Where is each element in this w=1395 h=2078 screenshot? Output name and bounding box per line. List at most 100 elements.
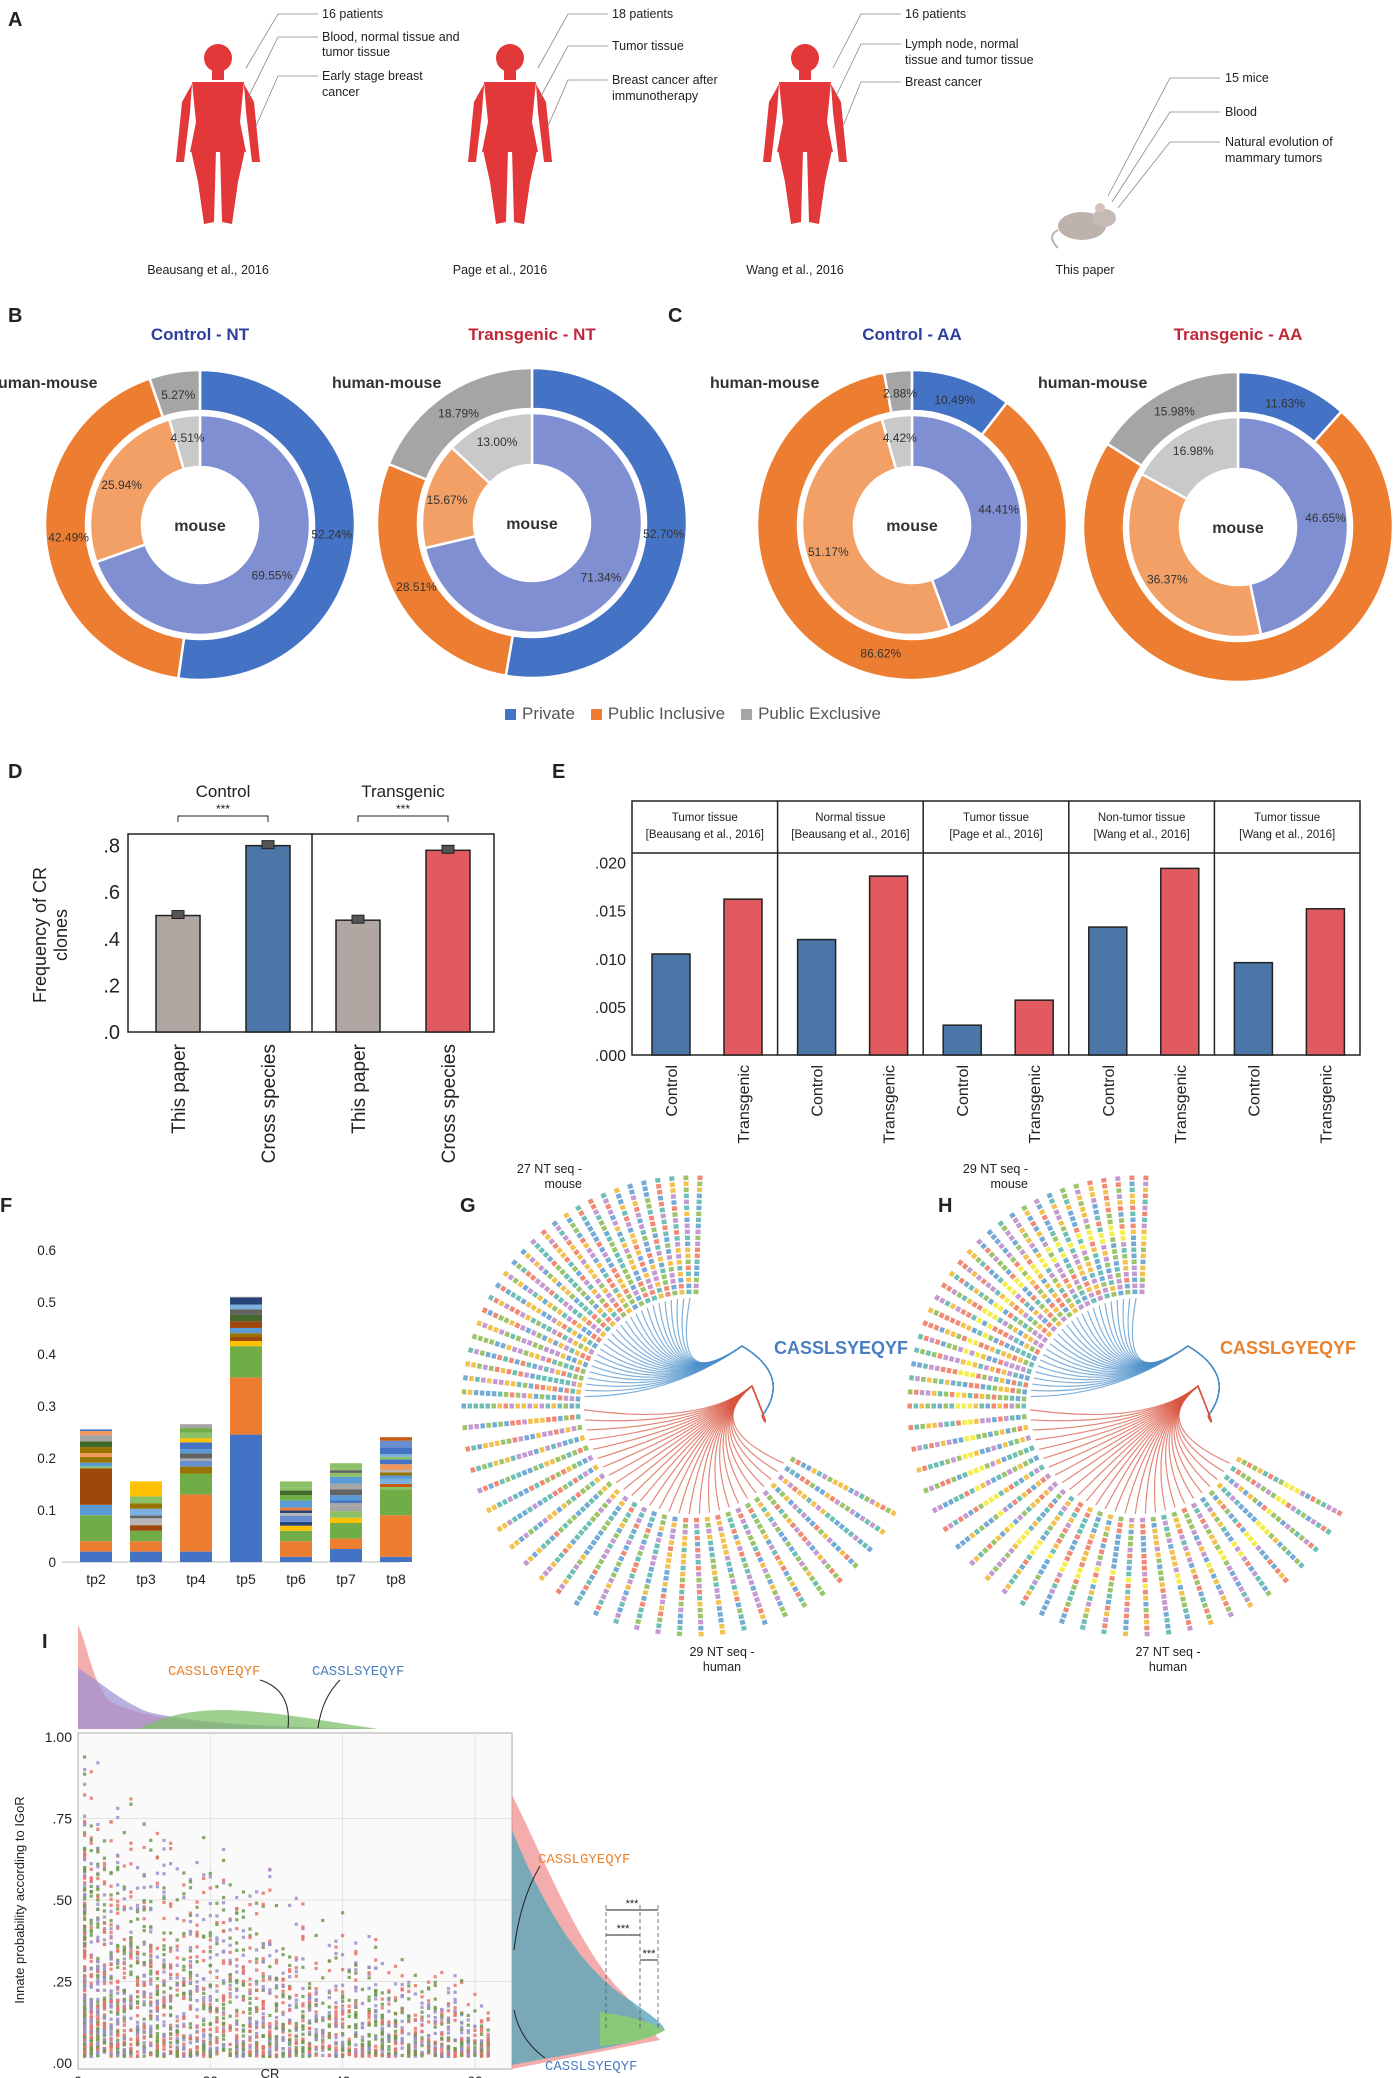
panel-i-point <box>96 1847 100 1851</box>
circos-segment <box>494 1340 501 1347</box>
panel-f-segment <box>280 1512 312 1516</box>
panel-f-segment <box>280 1510 312 1513</box>
circos-segment <box>1027 1315 1034 1323</box>
circos-segment <box>981 1374 988 1381</box>
circos-segment <box>997 1220 1005 1227</box>
circos-segment <box>950 1331 957 1338</box>
panel-i-point <box>83 1848 87 1852</box>
circos-segment <box>626 1253 633 1260</box>
circos-segment <box>529 1256 536 1264</box>
circos-segment <box>500 1439 506 1446</box>
circos-segment <box>993 1337 1000 1344</box>
circos-segment <box>983 1264 991 1272</box>
circos-segment <box>1117 1284 1123 1290</box>
circos-segment <box>587 1467 594 1475</box>
circos-segment <box>639 1261 646 1268</box>
circos-segment <box>643 1191 650 1198</box>
panel-i-point <box>321 2018 325 2023</box>
circos-segment <box>921 1465 928 1472</box>
circos-segment <box>508 1357 515 1364</box>
panel-i-point <box>155 1970 159 1974</box>
panel-i-point <box>321 2038 325 2042</box>
panel-i-point <box>301 1986 305 1991</box>
panel-i-point <box>109 1950 113 1954</box>
circos-segment <box>611 1246 619 1253</box>
circos-segment <box>1198 1590 1205 1597</box>
panel-i-point <box>248 1946 252 1950</box>
panel-i-point <box>334 1988 338 1992</box>
circos-segment <box>948 1270 956 1278</box>
panel-i-point <box>255 1960 259 1965</box>
circos-segment <box>562 1522 569 1530</box>
circos-segment <box>1178 1590 1185 1596</box>
panel-i-point <box>367 1995 371 1999</box>
circos-segment <box>955 1333 962 1340</box>
circos-segment <box>579 1274 587 1282</box>
panel-i-point <box>433 2007 437 2011</box>
circos-segment <box>554 1556 561 1564</box>
panel-i-point <box>96 1850 100 1854</box>
circos-segment <box>546 1385 552 1391</box>
circos-segment <box>1019 1249 1026 1256</box>
panel-i-point <box>301 1925 305 1929</box>
circos-segment <box>527 1467 534 1474</box>
circos-segment <box>1045 1246 1052 1253</box>
panel-i-point <box>347 2040 351 2044</box>
circos-segment <box>614 1252 621 1259</box>
circos-segment <box>556 1506 563 1513</box>
panel-i-point <box>175 2041 179 2045</box>
circos-segment <box>574 1349 581 1357</box>
panel-i-point <box>248 1977 252 1981</box>
circos-segment <box>866 1545 874 1553</box>
panel-f-segment <box>230 1434 262 1562</box>
panel-i-point <box>221 2043 226 2047</box>
circos-segment <box>566 1326 573 1334</box>
panel-i-point <box>89 1862 93 1866</box>
panel-i-point <box>169 2006 173 2010</box>
circos-segment <box>1013 1337 1020 1344</box>
panel-e-ytick-2: .010 <box>595 952 626 969</box>
circos-ribbon-bottom <box>586 1385 766 1431</box>
panel-i-point <box>149 1848 153 1852</box>
panel-i-point <box>294 1998 298 2002</box>
circos-segment <box>1091 1246 1098 1253</box>
panel-i-point <box>228 1992 232 1996</box>
circos-segment <box>1104 1262 1111 1268</box>
panel-f-segment <box>230 1341 262 1347</box>
circos-segment <box>999 1429 1005 1435</box>
circos-segment <box>1023 1529 1031 1537</box>
panel-i-point <box>149 2017 153 2021</box>
panel-i-point <box>83 1994 87 1998</box>
circos-segment <box>947 1522 954 1529</box>
panel-i-point <box>182 1995 186 1999</box>
panel-i-point <box>307 2054 312 2058</box>
circos-segment <box>1105 1519 1112 1526</box>
circos-segment <box>590 1333 598 1340</box>
circos-segment <box>967 1509 975 1517</box>
panel-i-point <box>89 1933 93 1937</box>
donut-outer-ring-label-1: uman-mouse <box>0 375 98 392</box>
circos-segment <box>1180 1539 1188 1546</box>
circos-segment <box>672 1516 678 1522</box>
panel-i-point <box>241 1994 245 1999</box>
circos-segment <box>948 1356 955 1362</box>
circos-segment <box>613 1488 621 1496</box>
circos-segment <box>494 1440 500 1447</box>
panel-i-point <box>327 2024 331 2029</box>
circos-segment <box>630 1567 638 1574</box>
circos-segment <box>810 1500 817 1508</box>
circos-segment <box>1051 1277 1059 1284</box>
panel-i-point <box>274 2020 279 2024</box>
panel-i-point <box>149 1930 153 1934</box>
circos-segment <box>795 1459 802 1466</box>
panel-i-point <box>228 2042 232 2046</box>
donut-4-inner-slice-1 <box>1236 415 1350 637</box>
circos-segment <box>611 1510 619 1517</box>
circos-segment <box>1009 1212 1016 1219</box>
circos-segment <box>1051 1497 1059 1505</box>
panel-i-point <box>169 2013 173 2017</box>
panel-i-point <box>162 1894 166 1898</box>
panel-i-point <box>102 1963 107 1967</box>
circos-segment <box>970 1252 978 1260</box>
